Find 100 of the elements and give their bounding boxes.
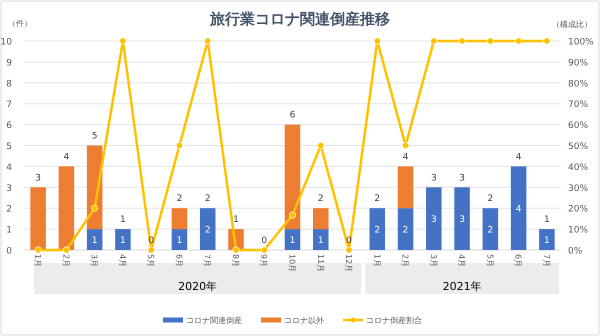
x-tick-label: 7月 xyxy=(542,254,551,268)
total-label: 4 xyxy=(64,152,70,162)
x-tick-label: 9月 xyxy=(259,254,268,268)
total-label: 2 xyxy=(176,194,182,204)
y-tick-label: 2 xyxy=(6,204,12,215)
x-tick-label: 12月 xyxy=(344,254,354,272)
point xyxy=(486,38,494,44)
point xyxy=(62,246,70,254)
x-tick-label: 10月 xyxy=(288,254,296,272)
bar xyxy=(200,208,216,250)
bar xyxy=(115,229,131,250)
point xyxy=(34,246,42,254)
total-label: 0 xyxy=(148,236,154,246)
data-label: 3 xyxy=(430,215,437,226)
total-label: 1 xyxy=(544,215,550,226)
data-label: 2 xyxy=(487,226,494,236)
bar xyxy=(172,229,188,250)
y-tick-label: 1 xyxy=(6,226,12,236)
x-tick-label: 6月 xyxy=(514,254,523,268)
total-label: 1 xyxy=(120,215,126,226)
legend-label: コロナ以外 xyxy=(284,316,324,325)
y-tick-label: 7 xyxy=(6,100,12,110)
data-label: 1 xyxy=(176,236,182,246)
x-tick-label: 5月 xyxy=(485,254,494,268)
x-tick-label: 3月 xyxy=(90,254,99,268)
point xyxy=(119,38,126,44)
x-tick-label: 2月 xyxy=(61,254,70,268)
data-label: 4 xyxy=(516,204,522,215)
data-label: 1 xyxy=(120,236,126,246)
total-label: 4 xyxy=(402,152,409,162)
bar xyxy=(58,166,74,250)
y2-tick-label: 40% xyxy=(568,162,588,173)
y-tick-label: 6 xyxy=(6,121,12,132)
total-label: 3 xyxy=(430,173,437,184)
bar xyxy=(426,187,442,250)
total-label: 3 xyxy=(35,173,41,184)
x-tick-label: 7月 xyxy=(202,254,212,268)
y2-tick-label: 90% xyxy=(568,58,588,68)
y2-tick-label: 70% xyxy=(568,100,588,110)
total-label: 2 xyxy=(487,194,494,204)
bar xyxy=(172,208,188,230)
total-label: 2 xyxy=(318,194,324,204)
point xyxy=(204,38,212,44)
point xyxy=(430,38,438,44)
point xyxy=(176,142,183,149)
point xyxy=(91,204,98,212)
y2-axis-title: （構成比） xyxy=(552,20,592,29)
bar xyxy=(312,229,329,250)
y-axis-title: （件） xyxy=(8,19,32,28)
y2-tick-label: 50% xyxy=(568,142,588,152)
total-label: 3 xyxy=(459,173,465,184)
point xyxy=(232,246,240,254)
text: 2020年 xyxy=(178,280,218,293)
x-tick-label: 1月 xyxy=(33,254,42,268)
y-tick-label: 8 xyxy=(6,79,12,90)
legend-label: コロナ関連倒産 xyxy=(186,316,242,325)
point xyxy=(543,38,550,44)
point xyxy=(289,212,296,219)
bar xyxy=(86,229,102,250)
y2-tick-label: 30% xyxy=(568,184,588,194)
x-tick-label: 3月 xyxy=(428,254,438,268)
bar xyxy=(284,229,300,250)
y2-tick-label: 60% xyxy=(568,121,588,132)
y2-tick-label: 0% xyxy=(568,246,583,256)
x-tick-label: 11月 xyxy=(316,254,325,272)
total-label: 1 xyxy=(233,215,239,226)
point xyxy=(458,38,466,44)
point xyxy=(515,38,522,44)
x-tick-label: 8月 xyxy=(230,254,240,268)
total-label: 5 xyxy=(92,132,98,142)
data-label: 2 xyxy=(402,226,408,236)
y-tick-label: 3 xyxy=(6,184,12,194)
point xyxy=(317,142,324,149)
data-label: 2 xyxy=(204,226,211,236)
bar xyxy=(284,124,300,230)
point xyxy=(148,246,155,254)
bar xyxy=(398,208,414,250)
chart-title: 旅行業コロナ関連倒産推移 xyxy=(209,10,390,28)
bar xyxy=(30,187,46,250)
bar xyxy=(510,166,526,250)
x-tick-label: 4月 xyxy=(118,254,127,268)
x-tick-label: 5月 xyxy=(146,254,156,268)
text: 2021年 xyxy=(442,280,482,293)
y2-tick-label: 100% xyxy=(568,38,594,48)
point xyxy=(374,38,381,44)
x-tick-label: 2月 xyxy=(400,254,410,268)
bar xyxy=(539,229,555,250)
data-label: 3 xyxy=(459,215,465,226)
total-label: 6 xyxy=(290,110,296,121)
bar xyxy=(398,166,414,208)
total-label: 2 xyxy=(204,194,211,204)
y-tick-label: 5 xyxy=(6,142,12,152)
point xyxy=(346,246,353,254)
data-label: 1 xyxy=(290,236,296,246)
point xyxy=(402,142,410,149)
x-tick-label: 1月 xyxy=(372,254,382,268)
point xyxy=(260,246,268,254)
y-tick-label: 9 xyxy=(6,58,12,68)
legend-label: コロナ倒産割合 xyxy=(366,316,422,325)
total-label: 2 xyxy=(374,194,380,204)
